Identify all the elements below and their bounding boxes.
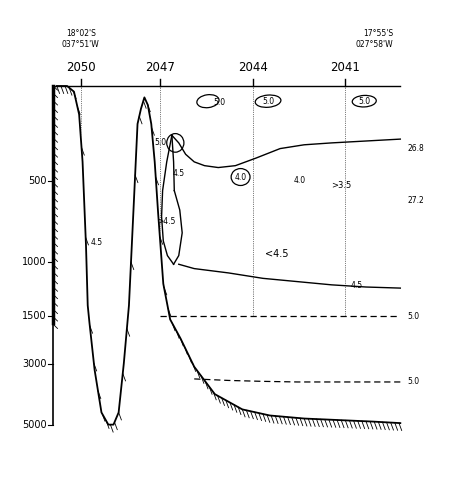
Text: 4.5: 4.5	[351, 281, 363, 290]
Text: 2047: 2047	[145, 61, 175, 74]
Text: 3000: 3000	[22, 359, 46, 369]
Text: 4.0: 4.0	[294, 176, 306, 185]
Text: 17°55'S
027°58'W: 17°55'S 027°58'W	[356, 28, 393, 49]
Text: 5.0: 5.0	[214, 98, 226, 107]
Text: 4.5: 4.5	[90, 238, 102, 247]
Text: 180 mn: 180 mn	[100, 435, 137, 445]
Text: 27.2: 27.2	[407, 196, 424, 205]
Text: 2041: 2041	[331, 61, 360, 74]
Text: 5.0: 5.0	[358, 97, 370, 106]
Text: 500: 500	[28, 176, 46, 186]
Text: 5.0: 5.0	[407, 377, 419, 386]
Text: 2050: 2050	[66, 61, 96, 74]
Text: >3.5: >3.5	[332, 181, 352, 190]
Text: 1000: 1000	[22, 257, 46, 267]
Text: 5.0: 5.0	[262, 97, 274, 106]
Text: 26.8: 26.8	[407, 144, 424, 153]
Text: 1500: 1500	[22, 311, 46, 321]
Text: 2044: 2044	[238, 61, 267, 74]
Text: 5.0: 5.0	[407, 312, 419, 321]
Text: 5000: 5000	[22, 420, 46, 430]
Text: 5.0: 5.0	[154, 138, 166, 147]
Text: <4.5: <4.5	[265, 249, 288, 259]
Text: 4.0: 4.0	[234, 172, 246, 182]
Text: 18°02'S
037°51'W: 18°02'S 037°51'W	[62, 28, 100, 49]
Text: >4.5: >4.5	[158, 217, 176, 226]
Text: 4.5: 4.5	[173, 169, 185, 178]
